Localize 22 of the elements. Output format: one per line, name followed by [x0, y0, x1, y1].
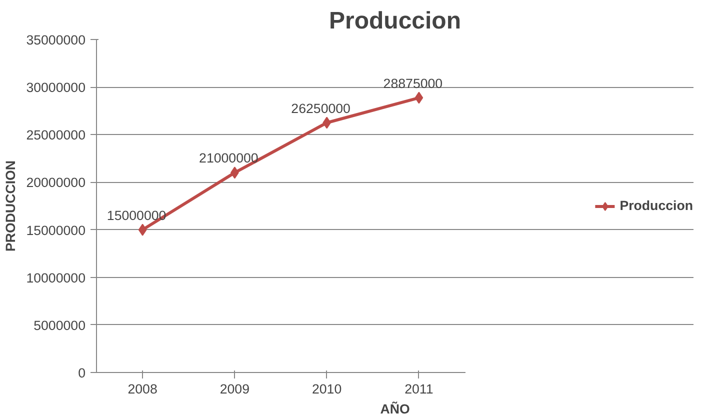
legend-label: Produccion — [620, 198, 693, 213]
x-axis-title: AÑO — [380, 402, 410, 416]
y-axis-title: PRODUCCION — [3, 160, 18, 252]
y-tick-label: 35000000 — [26, 32, 86, 48]
x-tick-label: 2011 — [404, 382, 434, 396]
y-tick-label: 0 — [78, 366, 86, 380]
data-label: 28875000 — [383, 76, 443, 91]
data-label: 26250000 — [291, 100, 350, 116]
point — [138, 224, 147, 236]
x-tick-label: 2008 — [128, 382, 158, 396]
chart-title: Produccion — [328, 8, 462, 34]
y-tick-label: 10000000 — [26, 270, 86, 286]
y-tick-label: 20000000 — [26, 175, 86, 190]
y-tick-label: 25000000 — [26, 128, 86, 143]
data-label: 21000000 — [199, 150, 258, 166]
point — [414, 92, 424, 104]
x-tick-label: 2010 — [312, 382, 342, 396]
x-tick-label: 2009 — [220, 382, 250, 396]
data-label: 15000000 — [106, 208, 166, 223]
y-tick-label: 15000000 — [26, 222, 86, 238]
y-tick-label: 5000000 — [34, 318, 86, 333]
y-tick-label: 30000000 — [26, 80, 86, 96]
